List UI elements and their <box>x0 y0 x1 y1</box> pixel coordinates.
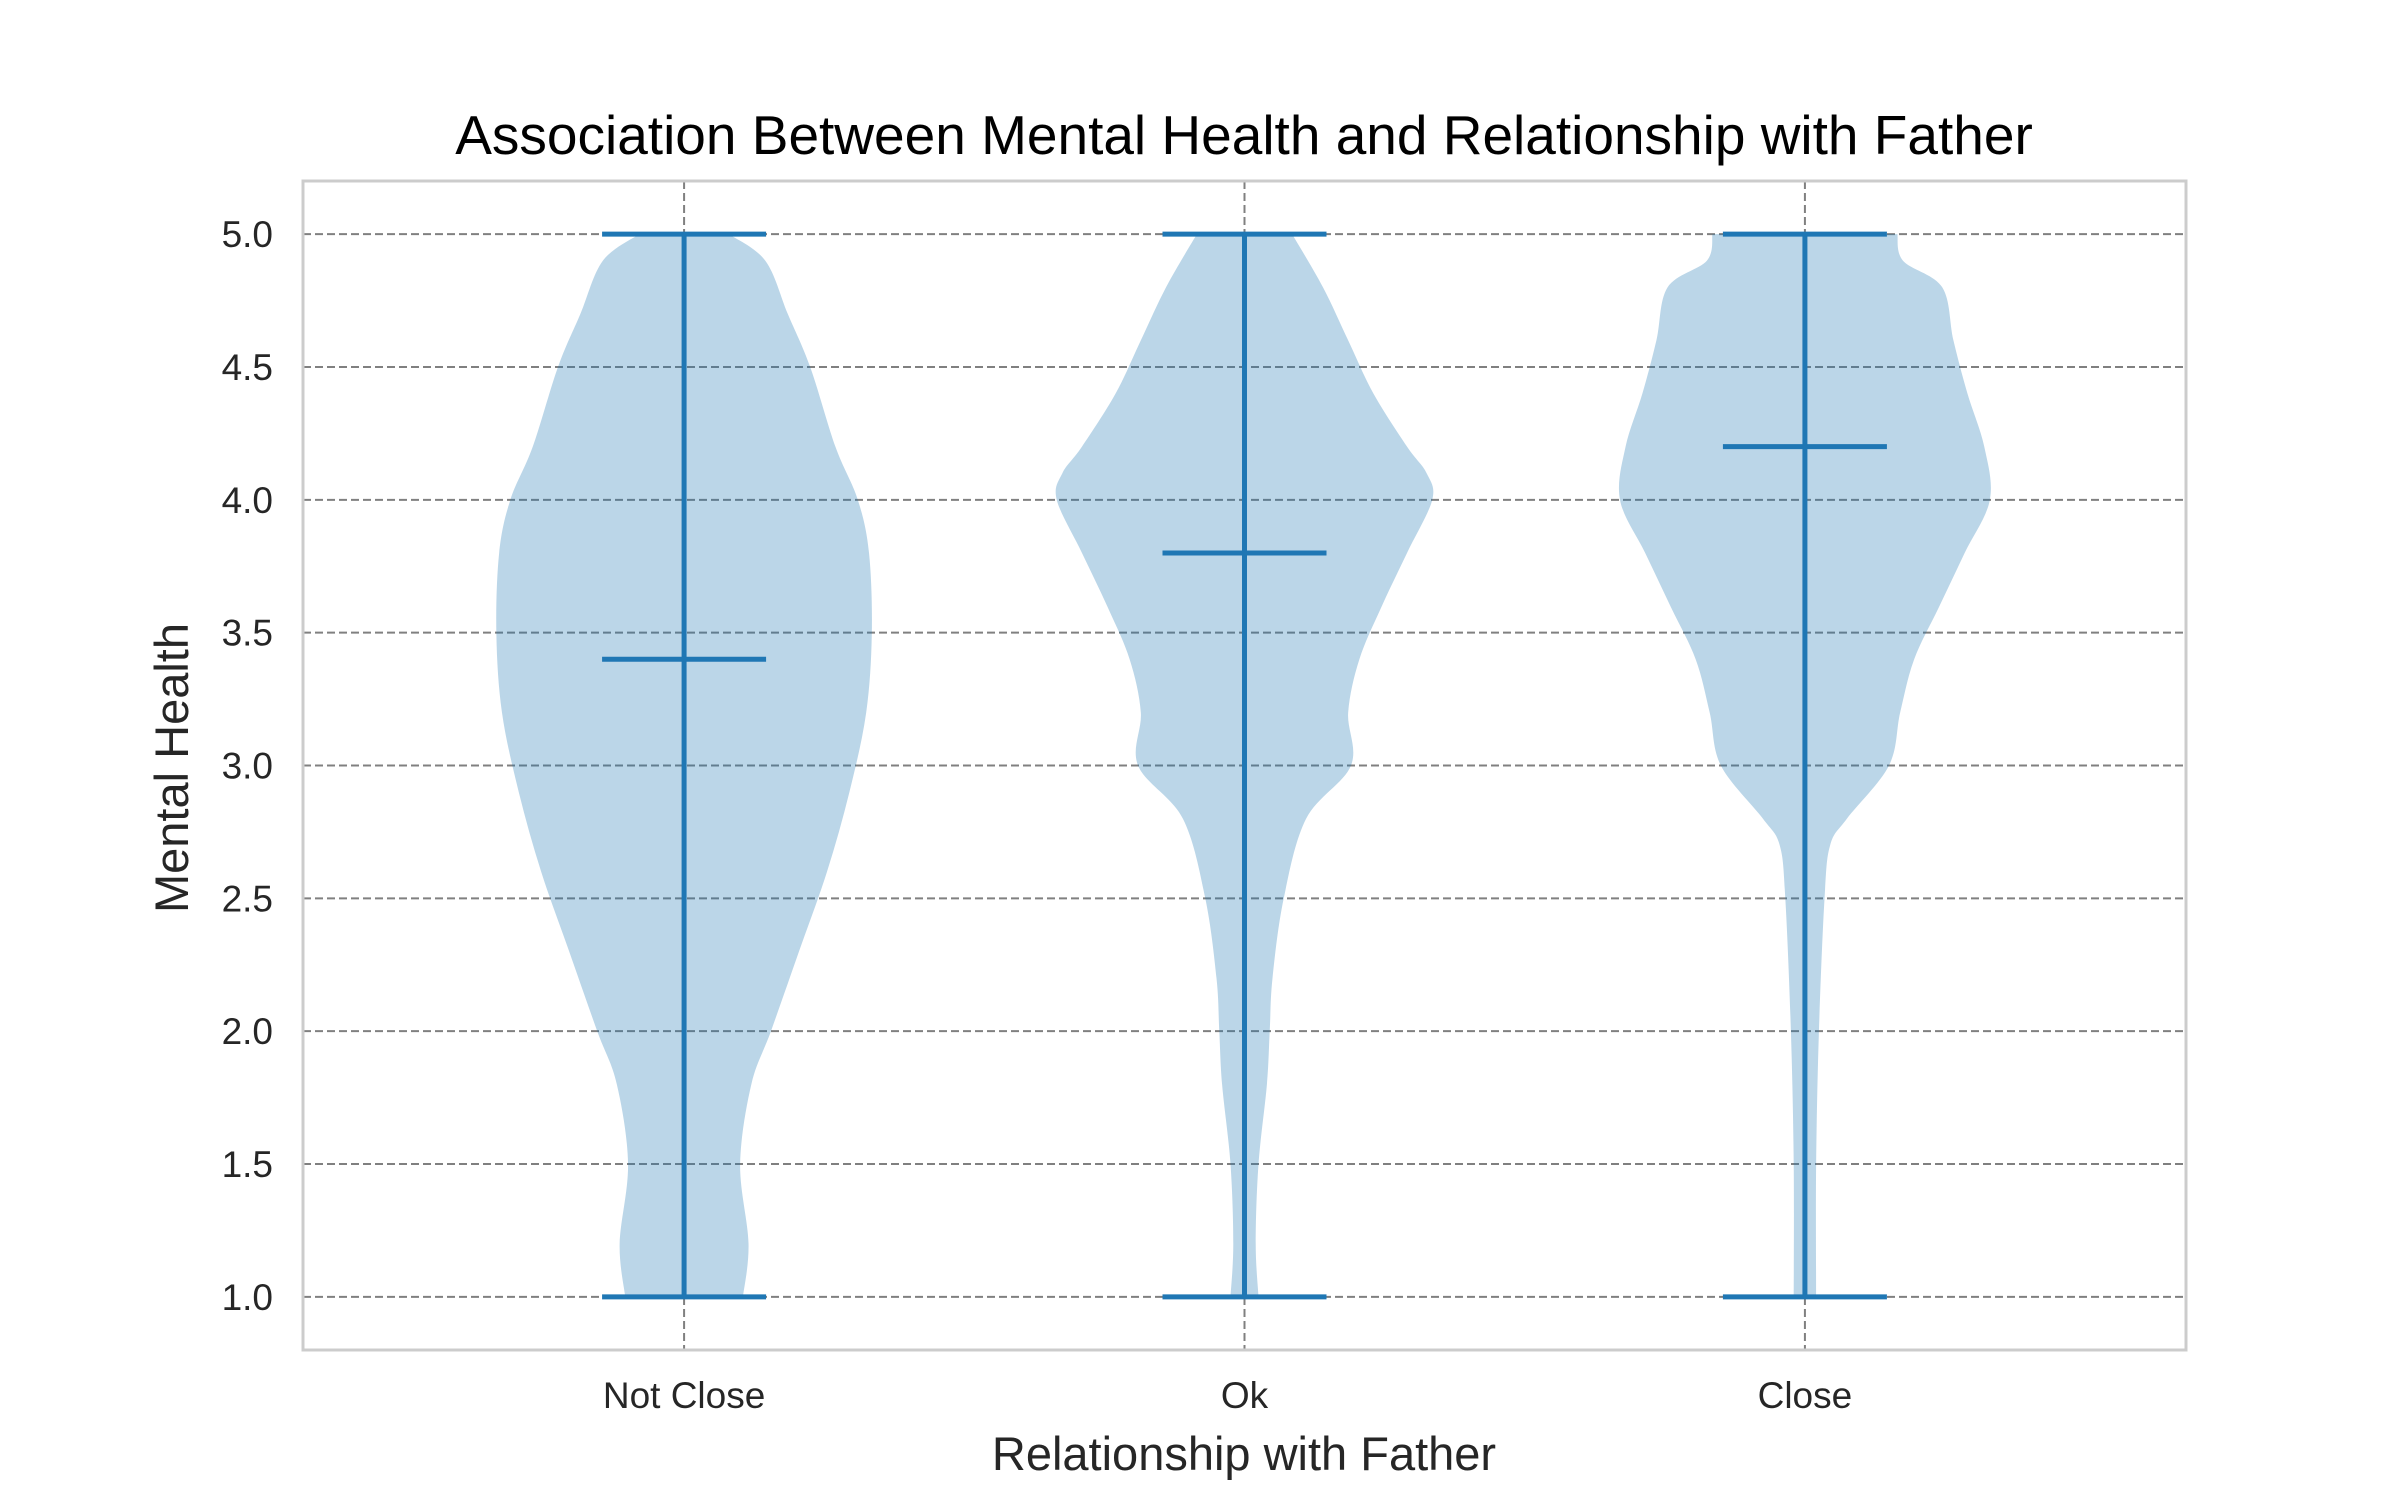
y-tick-label: 3.0 <box>222 746 273 787</box>
y-tick-label: 4.5 <box>222 347 273 388</box>
y-tick-label: 2.0 <box>222 1011 273 1052</box>
y-tick-label: 1.0 <box>222 1277 273 1318</box>
x-tick-label: Not Close <box>603 1375 765 1416</box>
y-tick-label: 3.5 <box>222 613 273 654</box>
x-tick-labels: Not Close Ok Close <box>603 1375 1852 1416</box>
y-tick-labels: 1.0 1.5 2.0 2.5 3.0 3.5 4.0 4.5 5.0 <box>222 214 273 1318</box>
x-axis-label: Relationship with Father <box>992 1427 1496 1480</box>
violins <box>496 231 1991 1300</box>
y-tick-label: 5.0 <box>222 214 273 255</box>
chart-title: Association Between Mental Health and Re… <box>455 104 2033 166</box>
x-tick-label: Ok <box>1221 1375 1269 1416</box>
x-tick-label: Close <box>1758 1375 1853 1416</box>
y-tick-label: 2.5 <box>222 878 273 919</box>
y-axis-label: Mental Health <box>145 623 198 913</box>
y-tick-label: 4.0 <box>222 480 273 521</box>
plot-frame <box>301 179 2188 1352</box>
y-tick-label: 1.5 <box>222 1144 273 1185</box>
